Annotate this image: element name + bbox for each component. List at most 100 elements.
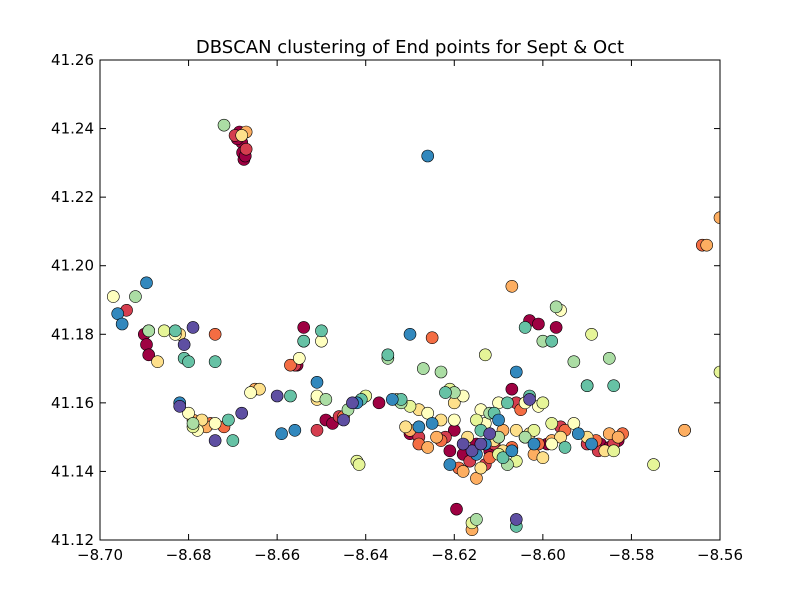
data-point-cluster-7: [186, 417, 200, 430]
data-point-cluster-8: [381, 348, 395, 362]
data-point-cluster-0: [532, 317, 545, 331]
y-tick-label: 41.24: [51, 120, 94, 138]
data-point-cluster-4: [151, 355, 164, 369]
data-point-cluster-6: [585, 327, 598, 341]
data-point-cluster-8: [284, 389, 297, 403]
data-point-cluster-10: [186, 321, 200, 334]
x-tick-label: −8.62: [431, 546, 477, 564]
data-point-cluster-1: [310, 423, 324, 437]
data-point-cluster-6: [545, 417, 559, 430]
data-point-cluster-6: [352, 458, 366, 471]
data-point-cluster-6: [713, 365, 720, 379]
data-point-cluster-8: [580, 379, 594, 393]
data-point-cluster-9: [115, 317, 129, 331]
data-point-cluster-4: [509, 423, 523, 437]
data-point-cluster-9: [310, 375, 324, 389]
data-point-cluster-6: [607, 444, 621, 458]
data-point-cluster-9: [275, 427, 288, 441]
data-point-cluster-8: [226, 434, 240, 447]
y-tick-label: 41.26: [51, 51, 94, 69]
data-point-cluster-9: [140, 276, 153, 290]
data-point-cluster-6: [647, 458, 660, 471]
data-point-cluster-10: [173, 399, 187, 413]
data-point-cluster-6: [536, 396, 550, 410]
data-point-cluster-9: [412, 420, 426, 434]
data-point-cluster-2: [208, 327, 222, 341]
data-point-cluster-7: [602, 351, 616, 365]
data-point-cluster-0: [140, 338, 153, 351]
data-point-cluster-9: [403, 327, 417, 341]
data-point-cluster-5: [447, 413, 461, 427]
data-point-cluster-4: [399, 420, 412, 434]
data-point-cluster-8: [496, 451, 510, 465]
data-point-cluster-9: [425, 417, 439, 430]
data-point-cluster-10: [337, 413, 350, 427]
data-point-cluster-10: [208, 434, 222, 447]
data-point-cluster-10: [346, 396, 359, 410]
x-tick-label: −8.64: [343, 546, 389, 564]
data-point-cluster-3: [678, 423, 691, 437]
data-points: [106, 118, 720, 537]
y-axis: 41.12 41.14 41.16 41.18 41.20 41.22 41.24 41.26: [51, 51, 720, 549]
x-tick-label: −8.68: [166, 546, 212, 564]
x-tick-label: −8.58: [608, 546, 654, 564]
data-point-cluster-10: [235, 406, 249, 420]
data-point-cluster-3: [430, 430, 443, 444]
y-tick-label: 41.16: [51, 394, 94, 412]
data-point-cluster-10: [483, 427, 497, 441]
data-point-cluster-10: [523, 393, 536, 406]
data-point-cluster-3: [505, 279, 519, 293]
data-point-cluster-1: [239, 142, 253, 156]
data-point-cluster-10: [270, 389, 284, 403]
y-tick-label: 41.14: [51, 462, 94, 480]
data-point-cluster-0: [297, 321, 311, 334]
data-point-cluster-3: [611, 430, 625, 444]
x-tick-label: −8.66: [254, 546, 300, 564]
x-tick-label: −8.70: [77, 546, 123, 564]
data-point-cluster-10: [509, 513, 523, 526]
data-point-cluster-8: [545, 334, 559, 348]
data-point-cluster-5: [106, 290, 120, 303]
data-point-cluster-3: [700, 238, 714, 252]
data-point-cluster-8: [607, 379, 621, 393]
data-point-cluster-7: [434, 365, 448, 379]
x-tick-label: −8.56: [697, 546, 743, 564]
data-point-cluster-3: [456, 465, 470, 478]
data-point-cluster-9: [421, 149, 435, 163]
data-point-cluster-0: [443, 444, 457, 458]
data-point-cluster-0: [505, 382, 519, 396]
data-point-cluster-7: [217, 118, 231, 132]
data-point-cluster-8: [315, 324, 328, 338]
data-point-cluster-8: [518, 321, 532, 334]
data-point-cluster-7: [518, 430, 532, 444]
data-point-cluster-8: [558, 441, 572, 454]
chart-title: DBSCAN clustering of End points for Sept…: [196, 37, 624, 58]
data-point-cluster-6: [157, 324, 171, 338]
data-point-cluster-2: [425, 331, 439, 345]
data-point-cluster-8: [297, 334, 311, 348]
data-point-cluster-5: [208, 417, 222, 430]
data-point-cluster-0: [450, 502, 463, 516]
data-point-cluster-6: [478, 348, 492, 362]
data-point-cluster-0: [142, 348, 156, 362]
data-point-cluster-4: [536, 451, 550, 465]
data-point-cluster-10: [456, 437, 470, 451]
data-point-cluster-9: [585, 437, 598, 451]
data-point-cluster-5: [545, 437, 559, 451]
data-point-cluster-8: [168, 324, 182, 338]
data-point-cluster-9: [443, 458, 457, 471]
data-point-cluster-8: [182, 355, 195, 369]
data-point-cluster-8: [222, 413, 235, 427]
y-tick-label: 41.20: [51, 257, 94, 275]
data-point-cluster-5: [292, 351, 306, 365]
data-point-cluster-8: [208, 355, 222, 369]
y-tick-label: 41.22: [51, 188, 94, 206]
data-point-cluster-3: [713, 211, 720, 225]
data-point-cluster-3: [421, 441, 435, 454]
data-point-cluster-0: [549, 321, 563, 334]
data-point-cluster-7: [319, 393, 333, 406]
data-point-cluster-7: [470, 513, 483, 526]
data-point-cluster-10: [465, 444, 479, 458]
y-tick-label: 41.18: [51, 325, 94, 343]
